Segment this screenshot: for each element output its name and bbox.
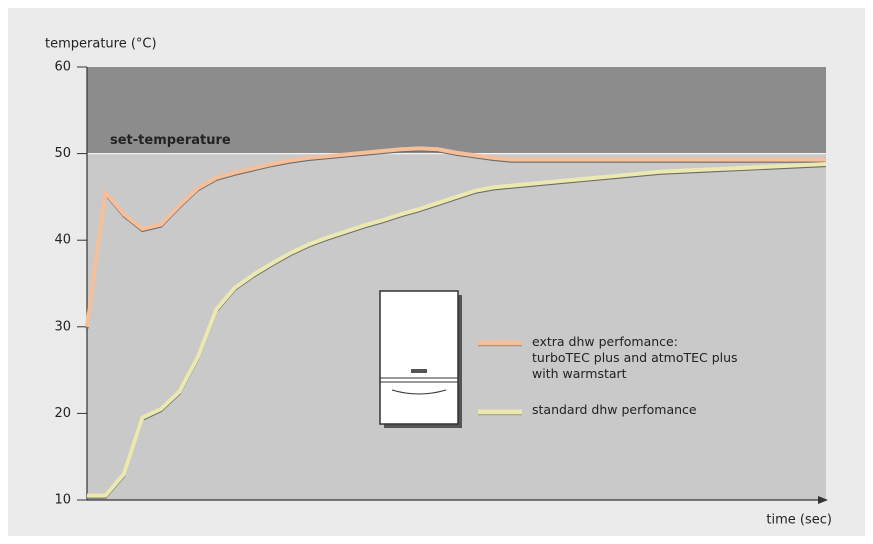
y-tick-label: 40: [54, 233, 71, 248]
y-tick-label: 10: [54, 493, 71, 508]
y-tick-label: 50: [54, 146, 71, 161]
legend-label: standard dhw perfomance: [532, 402, 697, 417]
y-axis-label: temperature (°C): [45, 37, 157, 52]
set-temperature-label: set-temperature: [110, 133, 231, 148]
legend-label: extra dhw perfomance: turboTEC plus and …: [532, 334, 738, 381]
boiler-badge: [411, 369, 427, 373]
line: [87, 161, 827, 498]
boiler-curve: [391, 389, 447, 395]
y-tick-label: 20: [54, 406, 71, 421]
y-tick-label: 30: [54, 319, 71, 334]
line: [85, 146, 826, 328]
boiler-body: [379, 290, 459, 425]
set-temperature-band: [87, 67, 826, 154]
boiler-icon: [379, 290, 462, 428]
x-axis-label: time (sec): [766, 513, 832, 528]
x-axis-arrow: [818, 496, 828, 504]
y-tick-label: 60: [54, 60, 71, 75]
